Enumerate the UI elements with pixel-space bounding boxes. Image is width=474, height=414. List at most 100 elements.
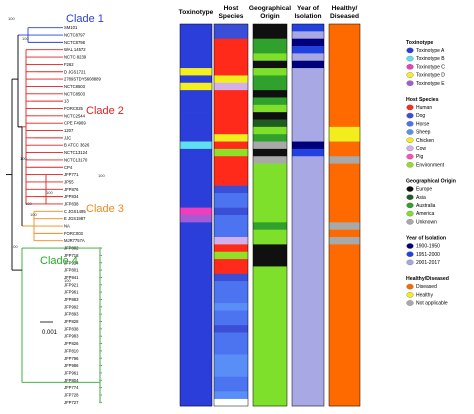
strip-segment xyxy=(180,68,212,76)
strip-segment xyxy=(214,82,248,91)
strip-segment xyxy=(253,75,287,91)
legend-item: Human xyxy=(416,105,432,111)
strain-label: NCTC13170 xyxy=(64,157,88,162)
strip-segment xyxy=(292,141,324,150)
tree-node xyxy=(99,305,101,308)
legend-swatch xyxy=(406,121,414,127)
strip-segment xyxy=(292,68,324,142)
legend-item: 2001-2017 xyxy=(416,260,440,266)
column-header: Isolation xyxy=(294,13,321,20)
strain-label: F262 xyxy=(64,62,74,67)
tree-node xyxy=(99,247,101,249)
legend: Toxinotype Toxinotype A Toxinotype B Toxino… xyxy=(406,40,456,307)
strip-segment xyxy=(214,134,248,142)
strip-segment xyxy=(214,148,248,157)
legend-item: Toxinotype D xyxy=(416,73,445,79)
strip-segment xyxy=(214,207,248,216)
tree-node xyxy=(99,364,101,367)
strain-label: JFP914 xyxy=(64,260,79,265)
bootstrap-values: 100 100 100 100 100 100 100 100 100 xyxy=(8,16,105,283)
strip-segment xyxy=(180,148,212,208)
strip-segment xyxy=(180,75,212,84)
strip-segment xyxy=(329,156,360,164)
strip-segment xyxy=(214,273,248,282)
tree-node xyxy=(99,335,101,338)
strip-segment xyxy=(329,126,360,142)
strain-label: SM101 xyxy=(64,25,78,30)
tree-node xyxy=(99,394,101,396)
strip-segment xyxy=(214,354,248,377)
strip-segment xyxy=(214,259,248,275)
tree-node xyxy=(99,342,101,345)
strain-label: NCTC8798 xyxy=(64,40,86,45)
tree-node xyxy=(99,298,101,301)
strain-labels: SM101 NCTC8797 NCTC8798 WAL 14572 NCTC 8239 F… xyxy=(64,25,101,405)
legend-item: Pig xyxy=(416,154,423,160)
strain-label: NA xyxy=(64,224,70,229)
legend-item: Chicken xyxy=(416,138,434,144)
strip-segment xyxy=(253,163,287,223)
strip-segment xyxy=(253,68,287,76)
legend-title: Geographical Origin xyxy=(406,179,456,185)
legend-swatch xyxy=(406,202,414,209)
legend-item: Unknown xyxy=(416,219,437,225)
strain-label: JFP796 xyxy=(64,356,79,361)
legend-item: America xyxy=(416,211,435,217)
strain-label: JFP727 xyxy=(64,400,79,405)
tree-node xyxy=(99,327,101,330)
strip-segment xyxy=(253,24,287,39)
strip-segment xyxy=(214,38,248,54)
strip-segment xyxy=(292,148,324,157)
strip-segment xyxy=(214,376,248,392)
legend-item: Sheep xyxy=(416,130,431,136)
strip-segment xyxy=(253,244,287,267)
strain-label: 2789STDY5608889 xyxy=(64,77,101,82)
legend-item: Asia xyxy=(416,195,426,201)
legend-swatch xyxy=(406,219,414,225)
bootstrap-value: 100 xyxy=(11,244,18,249)
strain-label: JFP893 xyxy=(64,312,79,317)
column-header: Species xyxy=(219,13,244,20)
strip-segment xyxy=(180,141,212,150)
legend-swatch xyxy=(406,104,414,111)
legend-item: Diseased xyxy=(416,284,437,290)
strain-label: B ATCC 3626 xyxy=(64,143,90,148)
strip-segment xyxy=(214,237,248,245)
legend-item: Toxinotype A xyxy=(416,48,445,54)
strain-label: CPE F4969 xyxy=(64,121,86,126)
strain-label: JFP718 xyxy=(64,253,79,258)
strip-segment xyxy=(214,170,248,186)
strain-label: 13 xyxy=(64,99,69,104)
legend-swatch xyxy=(406,283,414,290)
strain-label: JFP728 xyxy=(64,392,79,397)
legend-swatch xyxy=(406,259,414,266)
strip-segment xyxy=(329,24,360,128)
legend-swatch xyxy=(406,55,414,62)
legend-item: Europe xyxy=(416,187,432,193)
strip-segment xyxy=(253,222,287,230)
strain-label: JFP774 xyxy=(64,385,79,390)
legend-swatch xyxy=(406,64,414,70)
bootstrap-value: 100 xyxy=(30,212,37,217)
column-header: Year of xyxy=(297,5,320,12)
strain-label: NCTC8503 xyxy=(64,84,86,89)
tree-node xyxy=(99,401,101,404)
strip-segment xyxy=(253,126,287,135)
strip-border xyxy=(291,23,325,407)
strip-segment xyxy=(214,391,248,399)
legend-item: Healthy xyxy=(416,292,433,298)
strip-segment xyxy=(253,119,287,128)
column-header: Diseased xyxy=(330,13,359,20)
strip-segment xyxy=(253,229,287,245)
tree-node xyxy=(99,372,101,374)
strip-segment xyxy=(292,156,324,407)
strip-segment xyxy=(214,185,248,194)
strain-label: MJR7757A xyxy=(64,238,85,243)
strain-label: JP55 xyxy=(64,179,74,184)
strain-label: C JGS1495 xyxy=(64,209,86,214)
bootstrap-value: 100 xyxy=(8,16,15,21)
strip-segment xyxy=(329,141,360,157)
strain-label: JFP986 xyxy=(64,363,79,368)
strip-segment xyxy=(329,222,360,230)
